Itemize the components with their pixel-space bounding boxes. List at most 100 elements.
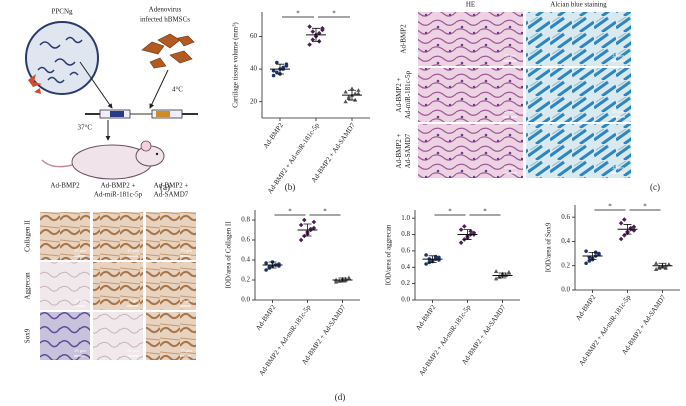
significance-label: *	[608, 203, 612, 211]
arrow	[79, 61, 113, 109]
significance-label: *	[483, 208, 487, 216]
data-point	[343, 89, 348, 94]
scale-bar-label: 25 μm	[612, 109, 624, 114]
data-point	[458, 240, 464, 246]
data-point	[356, 91, 361, 96]
hydrogel-icon	[25, 21, 99, 95]
data-point	[653, 267, 659, 271]
y-axis-label: IOD/area of aggrecan	[385, 224, 393, 285]
data-point	[356, 88, 361, 92]
significance-label: *	[643, 203, 647, 211]
scale-bar-label: 25 μm	[504, 165, 516, 170]
data-point	[302, 217, 307, 223]
micrograph	[40, 262, 90, 310]
x-tick-label: Ad-BMP2	[262, 121, 286, 150]
data-point	[275, 70, 279, 75]
data-point	[275, 60, 279, 65]
significance-label: *	[332, 10, 336, 18]
scale-bar-label: 25 μm	[180, 248, 192, 253]
arrow	[149, 69, 169, 109]
row-label: Ad-SAMD7	[404, 133, 412, 168]
micrograph	[526, 124, 631, 178]
data-point	[311, 219, 317, 225]
micrograph	[93, 212, 143, 260]
y-tick-label: 0.2	[561, 261, 570, 269]
data-point	[424, 262, 428, 266]
error-bar	[268, 261, 277, 269]
x-tick-label: Ad-BMP2	[574, 293, 598, 322]
schematic-label: 37°C	[78, 124, 93, 132]
y-tick-label: 0.6	[561, 213, 570, 221]
data-point	[307, 24, 312, 29]
scale-bar-label: 25 μm	[127, 298, 139, 303]
y-tick-label: 0.8	[241, 216, 250, 224]
y-tick-label: 0.4	[561, 237, 570, 245]
y-tick-label: 60	[250, 32, 258, 40]
schematic-label: 4°C	[172, 86, 183, 94]
data-point	[506, 269, 512, 274]
error-bar	[312, 27, 320, 42]
data-point	[271, 68, 276, 73]
y-tick-label: 0.4	[401, 263, 410, 271]
scale-bar-label: 25 μm	[180, 298, 192, 303]
y-tick-label: 0.6	[241, 236, 250, 244]
data-point	[462, 224, 467, 229]
y-axis-label: Cartilage tissue volume (mm³)	[232, 22, 240, 108]
micrograph	[526, 68, 631, 122]
panel-label: (c)	[650, 182, 660, 192]
data-point	[333, 279, 339, 284]
row-label: Collagen II	[24, 219, 32, 251]
row-label: Aggrecan	[24, 272, 32, 300]
y-tick-label: 40	[250, 65, 258, 73]
scale-bar-label: 25 μm	[180, 348, 192, 353]
scale-bar-label: 25 μm	[74, 298, 86, 303]
scale-bar-label: 25 μm	[127, 248, 139, 253]
data-point	[264, 268, 268, 272]
row-label: Sox9	[24, 328, 32, 343]
y-tick-label: 1.0	[401, 214, 410, 222]
micrograph	[146, 312, 196, 360]
y-tick-label: 20	[250, 97, 258, 105]
y-axis-label: IOD/area of Collagen II	[225, 221, 233, 289]
y-tick-label: 0.8	[401, 230, 410, 238]
y-tick-label: 0.6	[401, 247, 410, 255]
error-bar	[348, 89, 356, 101]
column-header: Ad-BMP2 +	[154, 182, 189, 190]
column-header: Ad-SAMD7	[154, 191, 189, 199]
error-bar	[428, 255, 437, 263]
data-point	[433, 254, 438, 259]
column-header: HE	[466, 1, 475, 9]
data-point	[622, 217, 627, 222]
data-point	[298, 222, 304, 228]
significance-label: *	[296, 10, 300, 18]
row-label: Ad-BMP2	[400, 24, 408, 54]
y-tick-label: 0.0	[401, 296, 410, 304]
cells-icon	[141, 33, 195, 69]
error-bar	[498, 272, 507, 279]
data-point	[310, 37, 316, 43]
schematic-label: PPCNg	[51, 8, 73, 16]
data-point	[618, 220, 624, 226]
data-point	[264, 261, 268, 265]
error-bar	[303, 223, 312, 237]
column-header: Alcian blue staining	[550, 1, 607, 9]
error-bar	[463, 229, 472, 240]
error-bar	[658, 262, 667, 269]
data-point	[349, 86, 355, 91]
micrograph	[93, 312, 143, 360]
scale-bar-label: 25 μm	[504, 109, 516, 114]
data-point	[458, 227, 464, 232]
data-point	[343, 99, 348, 104]
x-tick-label: Ad-BMP2	[254, 303, 278, 332]
column-header: Ad-BMP2 +	[101, 182, 136, 190]
significance-label: *	[323, 208, 327, 216]
micrograph	[93, 262, 143, 310]
data-point	[618, 236, 624, 242]
error-bar	[338, 277, 347, 283]
y-tick-label: 0.2	[241, 276, 250, 284]
data-point	[584, 249, 588, 253]
micrograph	[40, 312, 90, 360]
micrograph	[146, 212, 196, 260]
polymer-chains	[37, 36, 83, 84]
data-point	[320, 26, 325, 31]
